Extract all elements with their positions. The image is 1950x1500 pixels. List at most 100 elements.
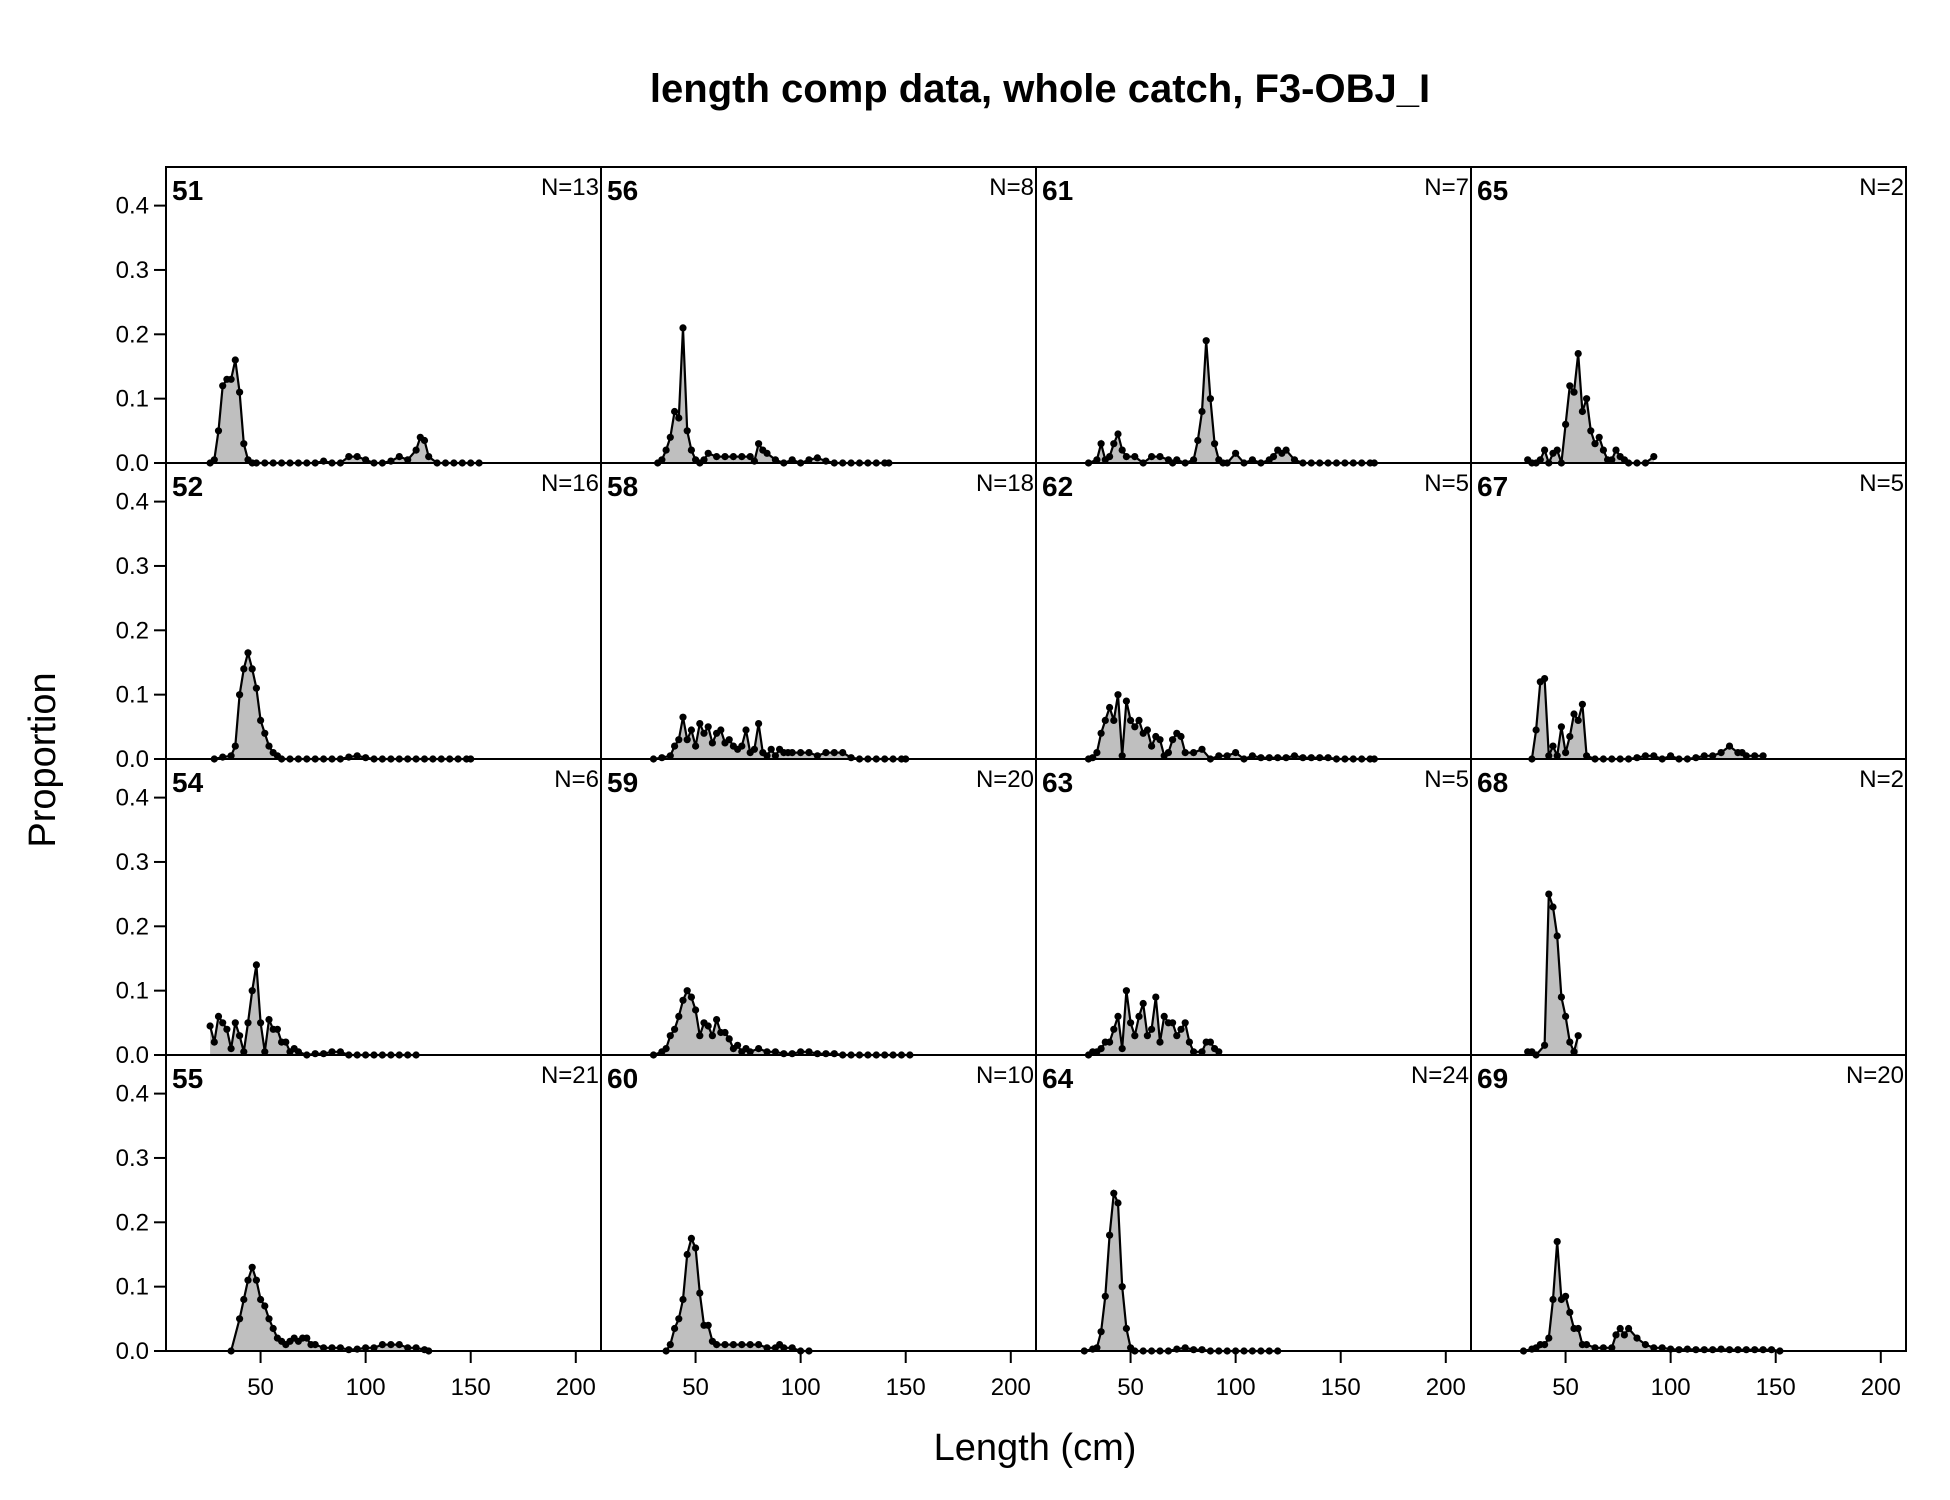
data-point — [1574, 1324, 1582, 1333]
data-point — [1198, 1346, 1206, 1354]
panel-area-fill — [653, 717, 906, 759]
panel-label: 51 — [172, 175, 203, 206]
data-point — [708, 739, 717, 747]
y-tick-label: 0.3 — [116, 553, 149, 580]
data-point — [813, 1050, 822, 1058]
panel-area-fill — [1527, 894, 1579, 1055]
data-point — [1570, 1048, 1578, 1056]
x-tick-label: 150 — [886, 1374, 926, 1401]
data-point — [763, 1048, 771, 1056]
data-point — [395, 453, 403, 461]
panel-label: 68 — [1477, 767, 1508, 798]
data-point — [273, 1025, 281, 1033]
data-point — [1574, 716, 1582, 725]
panel-n-label: N=6 — [554, 766, 599, 793]
panel-frame — [1470, 462, 1907, 760]
data-point — [214, 1012, 223, 1021]
data-point — [721, 1028, 729, 1037]
data-point — [725, 736, 733, 744]
data-point — [1110, 1189, 1118, 1197]
data-point — [1612, 1331, 1620, 1339]
y-tick-label: 0.3 — [116, 257, 149, 284]
data-point — [1127, 1019, 1135, 1027]
data-point — [1169, 1019, 1177, 1027]
data-point — [1570, 710, 1578, 718]
data-point — [1093, 456, 1101, 464]
data-point — [1190, 1048, 1198, 1056]
data-point — [1692, 754, 1700, 762]
data-point — [830, 749, 838, 757]
data-point — [1553, 446, 1561, 454]
data-point — [265, 1016, 273, 1024]
panel-n-label: N=16 — [541, 470, 599, 497]
panel-frame — [1470, 758, 1907, 1056]
data-point — [1173, 1032, 1181, 1040]
panel-frame — [1035, 1054, 1472, 1352]
panel-58: 58 N=18 — [600, 462, 1037, 763]
panel-n-label: N=7 — [1424, 174, 1469, 201]
panel-label: 56 — [607, 175, 638, 206]
data-point — [1139, 999, 1147, 1008]
data-point — [805, 749, 813, 757]
data-point — [1106, 703, 1114, 712]
panel-line — [209, 359, 480, 465]
panel-label: 58 — [607, 471, 638, 502]
data-point — [1097, 440, 1105, 448]
data-point — [658, 456, 666, 464]
data-point — [370, 1344, 378, 1352]
data-point — [738, 1341, 746, 1349]
data-point — [725, 1035, 733, 1043]
x-tick-label: 200 — [1426, 1374, 1466, 1401]
panel-label: 52 — [172, 471, 203, 502]
data-point — [679, 713, 687, 721]
data-point — [240, 1295, 248, 1304]
panel-frame — [600, 758, 1037, 1056]
x-tick-label: 50 — [682, 1374, 709, 1401]
data-point — [1198, 745, 1206, 753]
data-point — [1156, 736, 1164, 744]
data-point — [1541, 446, 1549, 454]
data-point — [1700, 1346, 1708, 1354]
data-point — [227, 752, 235, 760]
data-point — [261, 729, 269, 737]
y-tick-label: 0.0 — [116, 746, 149, 773]
x-tick-label: 200 — [556, 1374, 596, 1401]
data-point — [687, 726, 696, 734]
data-point — [425, 453, 433, 461]
data-point — [265, 742, 273, 750]
chart-title: length comp data, whole catch, F3-OBJ_I — [650, 67, 1430, 111]
data-point — [1160, 1012, 1168, 1021]
data-point — [700, 729, 708, 737]
data-point — [717, 726, 725, 734]
y-tick-label: 0.0 — [116, 1338, 149, 1365]
data-point — [1106, 1231, 1114, 1239]
data-point — [1578, 407, 1586, 416]
data-point — [692, 742, 700, 750]
data-point — [1181, 749, 1189, 757]
y-tick-label: 0.4 — [116, 785, 149, 812]
data-point — [1583, 1341, 1591, 1349]
data-point — [1097, 1328, 1105, 1336]
data-point — [412, 446, 420, 454]
data-point — [1122, 1324, 1130, 1333]
x-tick-label: 50 — [247, 1374, 274, 1401]
data-point — [708, 1032, 717, 1040]
data-point — [1725, 742, 1734, 750]
data-point — [788, 456, 796, 464]
data-point — [303, 1334, 311, 1342]
data-point — [1135, 1012, 1143, 1021]
data-point — [1190, 1346, 1198, 1354]
data-point — [1692, 1346, 1700, 1354]
data-point — [738, 742, 746, 750]
panel-label: 54 — [172, 767, 204, 798]
x-tick-label: 100 — [346, 1374, 386, 1401]
data-point — [1675, 1346, 1683, 1354]
data-point — [1599, 1344, 1607, 1352]
data-point — [1709, 752, 1717, 760]
data-point — [257, 1019, 265, 1027]
x-tick-label: 150 — [1321, 1374, 1361, 1401]
data-point — [1742, 752, 1750, 760]
data-point — [1148, 1025, 1156, 1033]
data-point — [713, 453, 721, 461]
